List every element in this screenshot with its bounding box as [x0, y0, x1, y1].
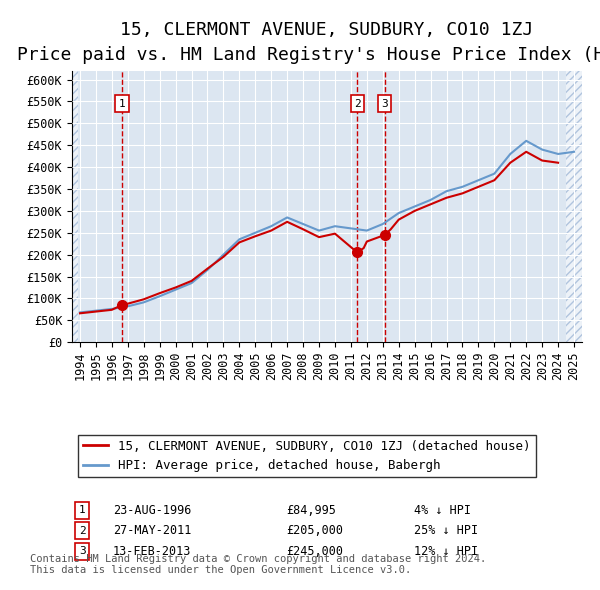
Bar	[72, 71, 79, 342]
Text: £205,000: £205,000	[286, 525, 343, 537]
Text: 25% ↓ HPI: 25% ↓ HPI	[414, 525, 478, 537]
Text: 4% ↓ HPI: 4% ↓ HPI	[414, 504, 471, 517]
Text: 13-FEB-2013: 13-FEB-2013	[113, 545, 191, 558]
Text: 3: 3	[79, 546, 86, 556]
Text: 23-AUG-1996: 23-AUG-1996	[113, 504, 191, 517]
Text: 1: 1	[119, 99, 125, 109]
Text: 3: 3	[382, 99, 388, 109]
Text: £245,000: £245,000	[286, 545, 343, 558]
Bar	[566, 71, 582, 342]
Bar	[566, 71, 582, 342]
Text: 2: 2	[354, 99, 361, 109]
Bar	[72, 71, 79, 342]
Text: 12% ↓ HPI: 12% ↓ HPI	[414, 545, 478, 558]
Text: 1: 1	[79, 506, 86, 516]
Title: 15, CLERMONT AVENUE, SUDBURY, CO10 1ZJ
Price paid vs. HM Land Registry's House P: 15, CLERMONT AVENUE, SUDBURY, CO10 1ZJ P…	[17, 21, 600, 64]
Text: 2: 2	[79, 526, 86, 536]
Text: Contains HM Land Registry data © Crown copyright and database right 2024.
This d: Contains HM Land Registry data © Crown c…	[30, 553, 486, 575]
Text: 27-MAY-2011: 27-MAY-2011	[113, 525, 191, 537]
Legend: 15, CLERMONT AVENUE, SUDBURY, CO10 1ZJ (detached house), HPI: Average price, det: 15, CLERMONT AVENUE, SUDBURY, CO10 1ZJ (…	[78, 435, 536, 477]
Text: £84,995: £84,995	[286, 504, 336, 517]
